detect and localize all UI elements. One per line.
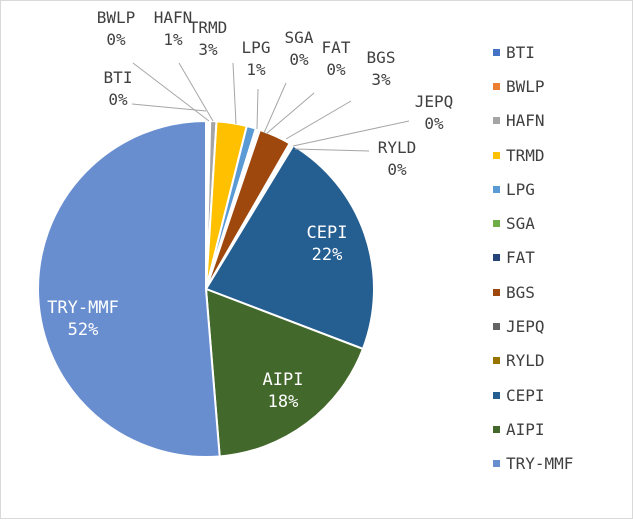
legend-item-fat: FAT	[493, 241, 623, 275]
legend-swatch	[493, 391, 500, 399]
legend-item-bti: BTI	[493, 35, 623, 69]
legend-swatch	[493, 357, 500, 365]
legend-item-bgs: BGS	[493, 275, 623, 309]
legend-label: BGS	[506, 282, 535, 302]
legend-item-hafn: HAFN	[493, 104, 623, 138]
legend-item-jepq: JEPQ	[493, 309, 623, 343]
legend-swatch	[493, 288, 500, 296]
legend-item-bwlp: BWLP	[493, 69, 623, 103]
pie-slice-cepi	[204, 144, 375, 351]
legend-label: AIPI	[506, 419, 545, 439]
legend-label: FAT	[506, 248, 535, 268]
legend-label: TRY-MMF	[506, 454, 574, 474]
legend-item-try-mmf: TRY-MMF	[493, 447, 623, 481]
legend-swatch	[493, 151, 500, 159]
legend-swatch	[493, 425, 500, 433]
data-label-bwlp: BWLP 0%	[97, 8, 136, 49]
legend-label: BTI	[506, 42, 535, 62]
legend-item-aipi: AIPI	[493, 412, 623, 446]
legend-label: RYLD	[506, 351, 545, 371]
legend-label: LPG	[506, 179, 535, 199]
data-label-fat: FAT 0%	[322, 38, 351, 79]
data-label-aipi: AIPI 18%	[263, 370, 304, 412]
leader-line-bwlp	[132, 62, 210, 122]
data-label-sga: SGA 0%	[285, 28, 314, 69]
pie-slice-aipi	[204, 287, 365, 458]
data-label-try-mmf: TRY-MMF 52%	[47, 298, 119, 340]
leader-line-hafn	[178, 62, 214, 122]
legend-swatch	[493, 48, 500, 56]
legend-swatch	[493, 460, 500, 468]
leader-line-ryld	[294, 148, 370, 152]
leader-line-trmd	[232, 62, 237, 125]
data-label-lpg: LPG 1%	[242, 38, 271, 79]
legend-item-cepi: CEPI	[493, 378, 623, 412]
legend-item-sga: SGA	[493, 206, 623, 240]
legend-label: BWLP	[506, 76, 545, 96]
data-label-jepq: JEPQ 0%	[415, 92, 454, 133]
data-label-trmd: TRMD 3%	[189, 18, 228, 59]
leader-line-lpg	[256, 88, 259, 130]
data-label-hafn: HAFN 1%	[154, 8, 193, 49]
pie-slice-try-mmf	[37, 119, 221, 458]
data-label-bgs: BGS 3%	[367, 48, 396, 89]
legend-label: TRMD	[506, 145, 545, 165]
legend-swatch	[493, 117, 500, 125]
legend-swatch	[493, 185, 500, 193]
legend-label: HAFN	[506, 111, 545, 131]
legend-swatch	[493, 254, 500, 262]
legend-item-lpg: LPG	[493, 172, 623, 206]
data-label-ryld: RYLD 0%	[378, 138, 417, 179]
legend-label: SGA	[506, 214, 535, 234]
data-label-cepi: CEPI 22%	[307, 223, 348, 265]
leader-line-sga	[263, 82, 287, 134]
legend-item-trmd: TRMD	[493, 138, 623, 172]
legend-label: JEPQ	[506, 317, 545, 337]
legend-label: CEPI	[506, 385, 545, 405]
legend-item-ryld: RYLD	[493, 344, 623, 378]
data-label-bti: BTI 0%	[104, 68, 133, 109]
chart-legend: BTI BWLP HAFN TRMD LPG SGA FAT BGS JEPQ RYLD CEPI A…	[493, 35, 623, 481]
leader-line-bgs	[285, 100, 352, 140]
legend-swatch	[493, 82, 500, 90]
leader-line-jepq	[292, 120, 410, 147]
leader-line-fat	[265, 92, 315, 135]
legend-swatch	[493, 220, 500, 228]
legend-swatch	[493, 323, 500, 331]
